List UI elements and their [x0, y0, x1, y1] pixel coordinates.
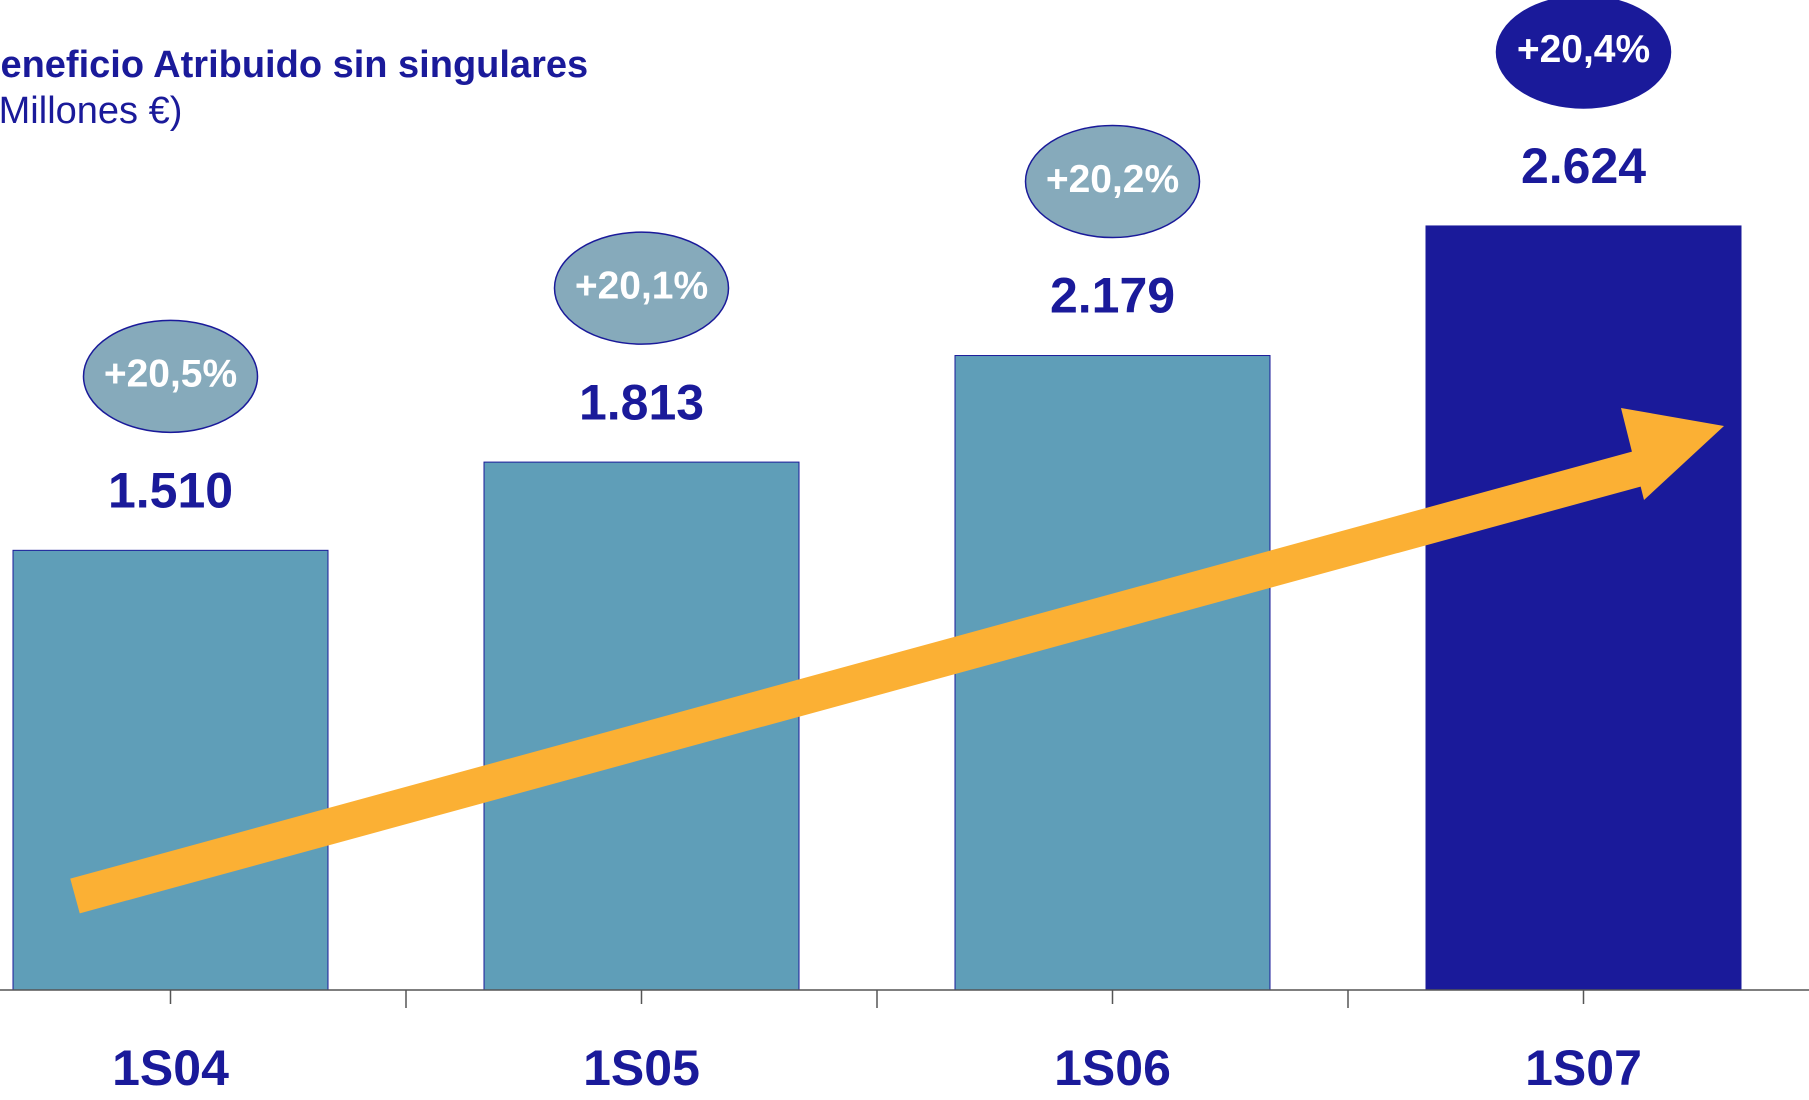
arrow-shaft — [70, 446, 1660, 914]
growth-label: +20,1% — [575, 264, 708, 307]
growth-label: +20,2% — [1046, 158, 1179, 201]
growth-label: +20,5% — [104, 353, 237, 396]
x-tick-label: 1S05 — [583, 1040, 700, 1096]
growth-badge — [1024, 124, 1201, 239]
bar — [12, 549, 329, 991]
x-tick-label: 1S04 — [112, 1040, 229, 1096]
bar — [954, 355, 1271, 991]
value-label: 2.179 — [1050, 268, 1175, 324]
value-label: 2.624 — [1521, 138, 1646, 194]
x-tick-label: 1S07 — [1525, 1040, 1642, 1096]
arrow-head — [1621, 408, 1724, 500]
bar — [1425, 225, 1742, 991]
growth-label: +20,4% — [1517, 28, 1650, 71]
growth-badge — [82, 319, 259, 434]
growth-badge — [1495, 0, 1672, 109]
value-label: 1.510 — [108, 463, 233, 519]
chart-title: Beneficio Atribuido sin singulares — [0, 44, 588, 86]
trend-arrow — [70, 408, 1724, 914]
x-tick-label: 1S06 — [1054, 1040, 1171, 1096]
value-label: 1.813 — [579, 374, 704, 430]
chart-subtitle: (Millones €) — [0, 90, 182, 132]
growth-badge — [553, 231, 730, 345]
